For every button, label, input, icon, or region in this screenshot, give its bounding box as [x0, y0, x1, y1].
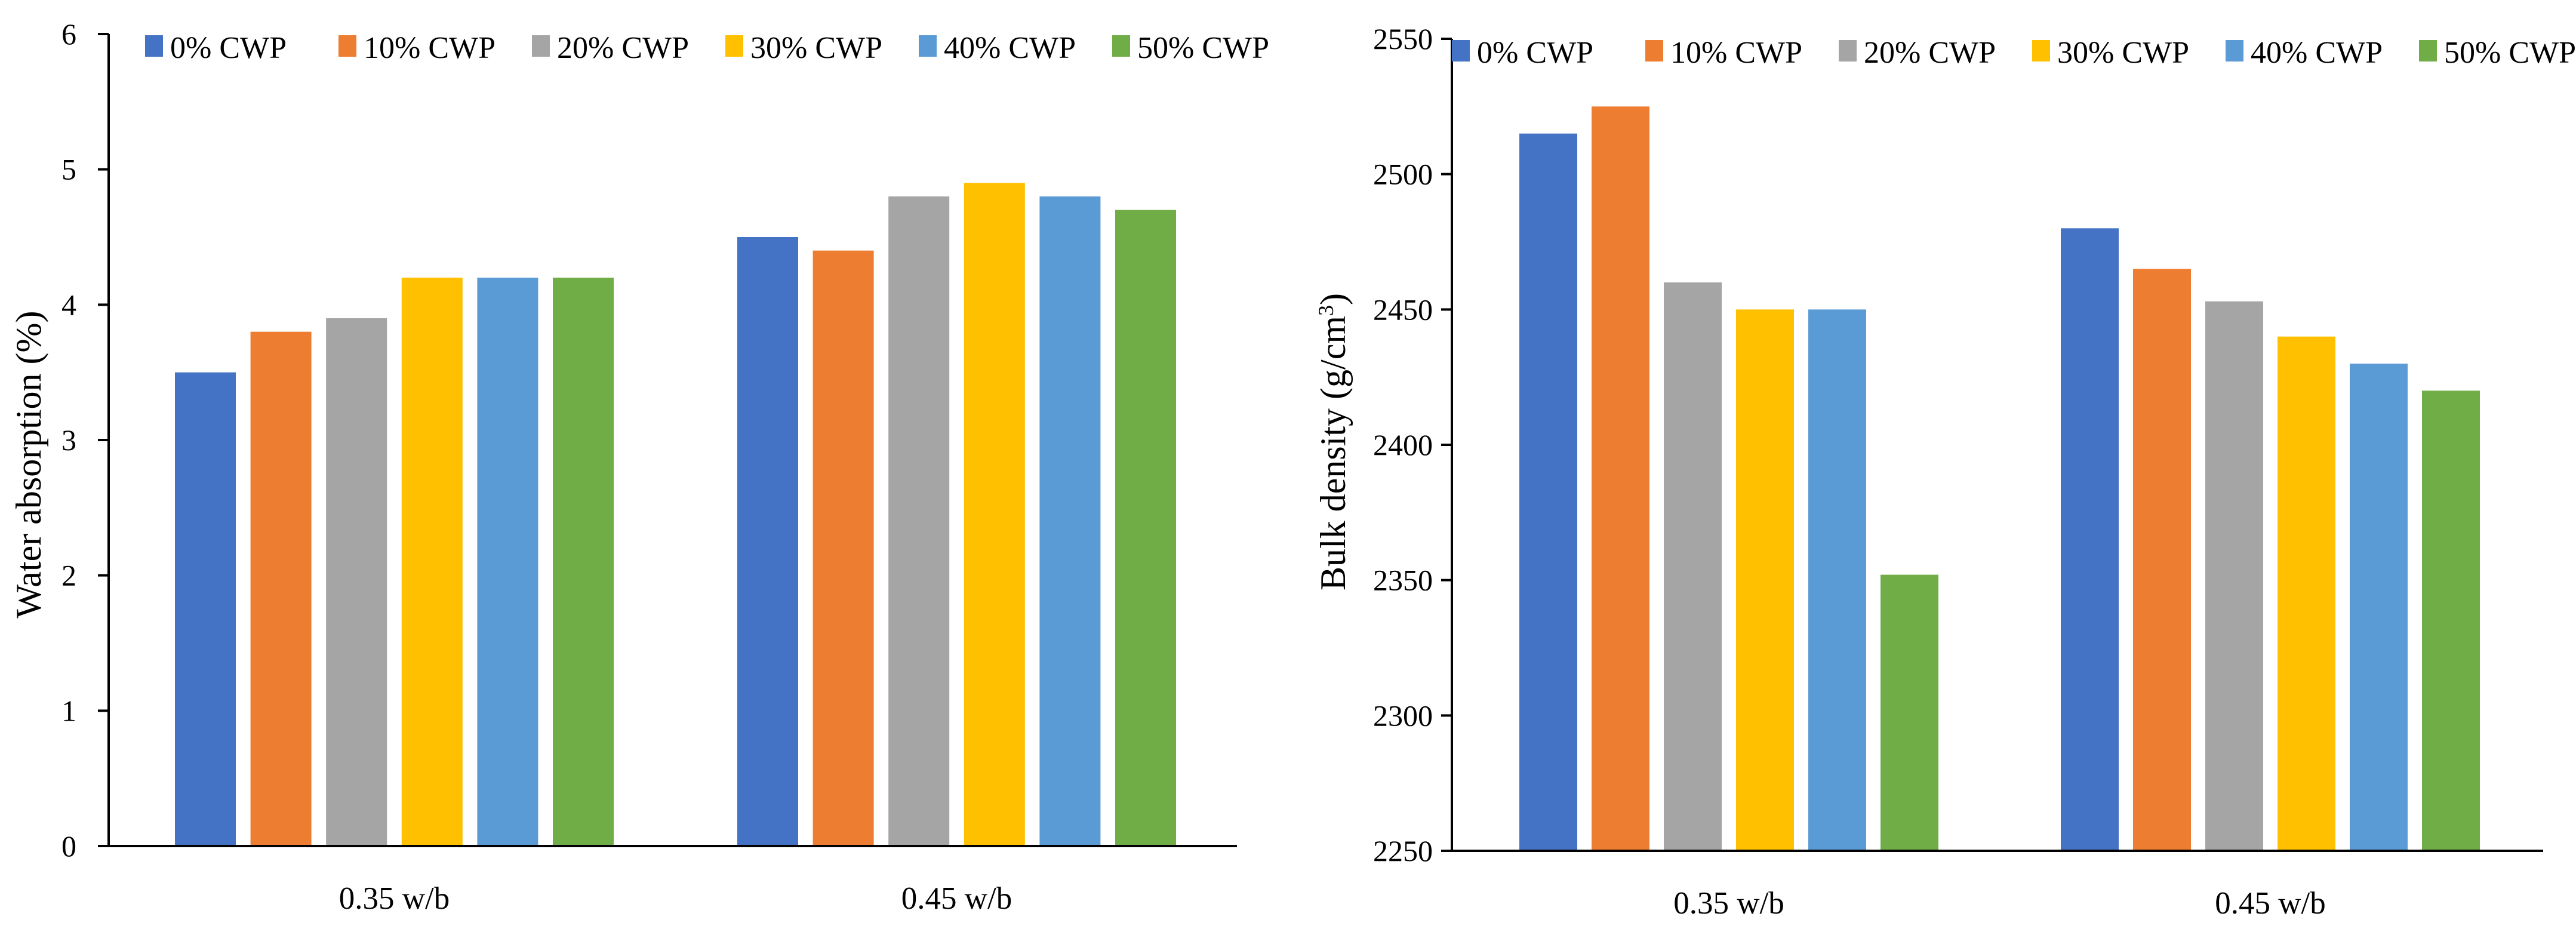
- water-absorption-y-tick-label: 5: [61, 153, 76, 186]
- water-absorption-y-tick-label: 3: [61, 423, 76, 457]
- bulk-density-bar-4-1: [2350, 364, 2408, 851]
- water-absorption-legend-label: 40% CWP: [944, 31, 1076, 65]
- bulk-density-bar-5-1: [2422, 390, 2480, 851]
- water-absorption-y-tick-label: 4: [61, 288, 76, 321]
- bulk-density-legend-swatch: [1839, 40, 1857, 61]
- bulk-density-bar-1-0: [1592, 106, 1649, 851]
- water-absorption-y-tick-label: 6: [61, 17, 76, 51]
- water-absorption-bar-3-1: [964, 183, 1025, 846]
- bulk-density-y-tick-label: 2500: [1373, 158, 1433, 191]
- bulk-density-legend-swatch: [1452, 40, 1470, 61]
- bulk-density-bar-2-1: [2205, 301, 2263, 851]
- water-absorption-legend-swatch: [532, 35, 550, 57]
- water-absorption-legend-label: 50% CWP: [1137, 31, 1269, 65]
- water-absorption-y-axis-label: Water absorption (%): [9, 311, 48, 619]
- water-absorption-bar-1-1: [812, 250, 874, 847]
- bulk-density-bar-0-1: [2061, 228, 2119, 851]
- water-absorption-legend-swatch: [1112, 35, 1130, 57]
- bulk-density-legend-label: 0% CWP: [1477, 36, 1593, 70]
- bulk-density-y-axis-label: Bulk density (g/cm3): [1313, 293, 1353, 590]
- water-absorption-y-tick-label: 0: [61, 829, 76, 863]
- water-absorption-y-tick-label: 2: [61, 559, 76, 592]
- bulk-density-legend-swatch: [2032, 40, 2050, 61]
- water-absorption-legend-swatch: [145, 35, 163, 57]
- water-absorption-legend-label: 20% CWP: [557, 31, 689, 65]
- water-absorption-legend-swatch: [725, 35, 743, 57]
- water-absorption-chart: Water absorption (%) 0.35 w/b 0.45 w/b 0 1 2…: [9, 17, 1269, 916]
- bulk-density-y-tick-label: 2300: [1373, 699, 1433, 732]
- water-absorption-bar-0-1: [737, 237, 798, 846]
- water-absorption-legend-label: 30% CWP: [750, 31, 882, 65]
- bulk-density-y-tick-label: 2350: [1373, 564, 1433, 597]
- water-absorption-bar-5-0: [553, 278, 614, 846]
- bulk-density-bar-4-0: [1808, 309, 1866, 851]
- water-absorption-legend-swatch: [919, 35, 937, 57]
- water-absorption-category-label: 0.35 w/b: [339, 881, 450, 916]
- bulk-density-y-tick-label: 2450: [1373, 293, 1433, 326]
- bulk-density-legend-label: 30% CWP: [2057, 36, 2189, 70]
- bulk-density-bar-5-0: [1881, 574, 1938, 851]
- water-absorption-bar-0-0: [175, 372, 236, 846]
- water-absorption-bar-1-0: [250, 331, 312, 846]
- bulk-density-legend-swatch: [2419, 40, 2437, 61]
- water-absorption-category-label: 0.45 w/b: [901, 881, 1012, 916]
- water-absorption-legend-label: 0% CWP: [170, 31, 287, 65]
- bulk-density-bar-2-0: [1664, 282, 1722, 851]
- water-absorption-bar-4-1: [1039, 196, 1101, 846]
- bulk-density-y-tick-label: 2550: [1373, 22, 1433, 56]
- water-absorption-y-tick-label: 1: [61, 694, 76, 727]
- bulk-density-category-label: 0.35 w/b: [1673, 886, 1784, 921]
- bulk-density-legend-label: 50% CWP: [2444, 36, 2576, 70]
- bulk-density-bar-0-0: [1519, 133, 1577, 851]
- bulk-density-legend-swatch: [1645, 40, 1663, 61]
- water-absorption-bar-3-0: [401, 278, 463, 846]
- bulk-density-y-tick-label: 2250: [1373, 834, 1433, 868]
- bulk-density-chart: Bulk density (g/cm3) 0.35 w/b 0.45 w/b 225…: [1313, 22, 2576, 921]
- bulk-density-y-tick-label: 2400: [1373, 428, 1433, 462]
- water-absorption-bar-4-0: [477, 278, 538, 846]
- bulk-density-legend-label: 20% CWP: [1864, 36, 1996, 70]
- bulk-density-legend-label: 10% CWP: [1670, 36, 1802, 70]
- water-absorption-legend-swatch: [338, 35, 356, 57]
- water-absorption-legend-label: 10% CWP: [364, 31, 495, 65]
- water-absorption-bar-5-1: [1115, 210, 1176, 847]
- bulk-density-bar-3-1: [2278, 336, 2335, 851]
- bulk-density-legend-label: 40% CWP: [2251, 36, 2383, 70]
- bulk-density-category-label: 0.45 w/b: [2215, 886, 2326, 921]
- bulk-density-legend-swatch: [2226, 40, 2243, 61]
- water-absorption-bar-2-1: [888, 196, 950, 846]
- water-absorption-bar-2-0: [326, 318, 387, 846]
- bulk-density-bar-3-0: [1736, 309, 1794, 851]
- bulk-density-bar-1-1: [2133, 269, 2191, 851]
